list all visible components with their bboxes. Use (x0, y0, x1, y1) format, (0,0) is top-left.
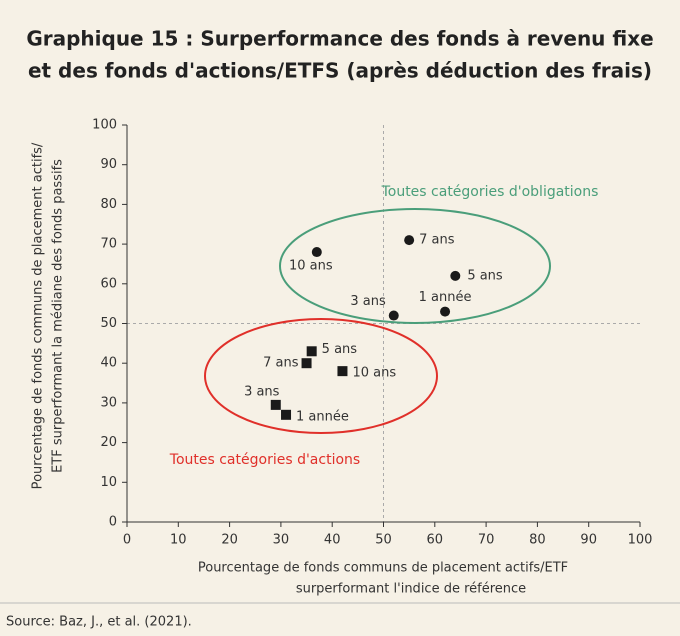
x-tick-label: 100 (628, 533, 653, 548)
point (311, 247, 322, 258)
point-label: 3 ans (350, 294, 386, 309)
point (306, 346, 317, 357)
x-axis-label: Pourcentage de fonds communs de placemen… (198, 561, 568, 576)
y-tick-label: 40 (100, 356, 117, 371)
y-tick-label: 90 (100, 157, 117, 172)
y-tick-label: 0 (109, 515, 117, 530)
y-tick-label: 70 (100, 237, 117, 252)
chart-title: Graphique 15 : Surperformance des fonds … (26, 27, 653, 51)
point (301, 358, 312, 369)
y-tick-label: 20 (100, 435, 117, 450)
point-label: 7 ans (419, 233, 455, 248)
x-tick-label: 50 (375, 533, 392, 548)
point (440, 306, 451, 317)
point-label: 1 année (296, 409, 349, 424)
y-tick-label: 100 (92, 118, 117, 133)
y-tick-label: 30 (100, 395, 117, 410)
point-label: 10 ans (352, 366, 396, 381)
point-label: 1 année (419, 290, 472, 305)
x-tick-label: 60 (427, 533, 444, 548)
point-label: 3 ans (244, 384, 280, 399)
x-tick-label: 10 (170, 533, 187, 548)
point (388, 310, 399, 321)
y-axis-label: ETF surperformant la médiane des fonds p… (51, 159, 66, 473)
x-tick-label: 0 (123, 533, 131, 548)
point (281, 409, 292, 420)
y-tick-label: 60 (100, 276, 117, 291)
x-tick-label: 90 (580, 533, 597, 548)
group-ellipse (279, 208, 551, 324)
y-tick-label: 10 (100, 475, 117, 490)
x-tick-label: 30 (273, 533, 290, 548)
point-label: 5 ans (467, 268, 503, 283)
point-label: 5 ans (322, 342, 358, 357)
point (450, 270, 461, 281)
x-tick-label: 70 (478, 533, 495, 548)
group-label: Toutes catégories d'actions (169, 452, 360, 468)
point-label: 10 ans (289, 259, 333, 274)
y-axis-label: Pourcentage de fonds communs de placemen… (31, 142, 46, 489)
point-label: 7 ans (263, 356, 299, 371)
x-tick-label: 20 (221, 533, 238, 548)
group-ellipse (204, 318, 438, 434)
x-tick-label: 80 (529, 533, 546, 548)
point (404, 235, 415, 246)
point (270, 399, 281, 410)
x-axis-label: surperformant l'indice de référence (296, 582, 526, 597)
point (337, 366, 348, 377)
y-tick-label: 80 (100, 197, 117, 212)
source: Source: Baz, J., et al. (2021). (6, 615, 192, 630)
x-tick-label: 40 (324, 533, 341, 548)
chart-title: et des fonds d'actions/ETFS (après déduc… (28, 59, 652, 83)
group-label: Toutes catégories d'obligations (381, 184, 599, 200)
y-tick-label: 50 (100, 316, 117, 331)
